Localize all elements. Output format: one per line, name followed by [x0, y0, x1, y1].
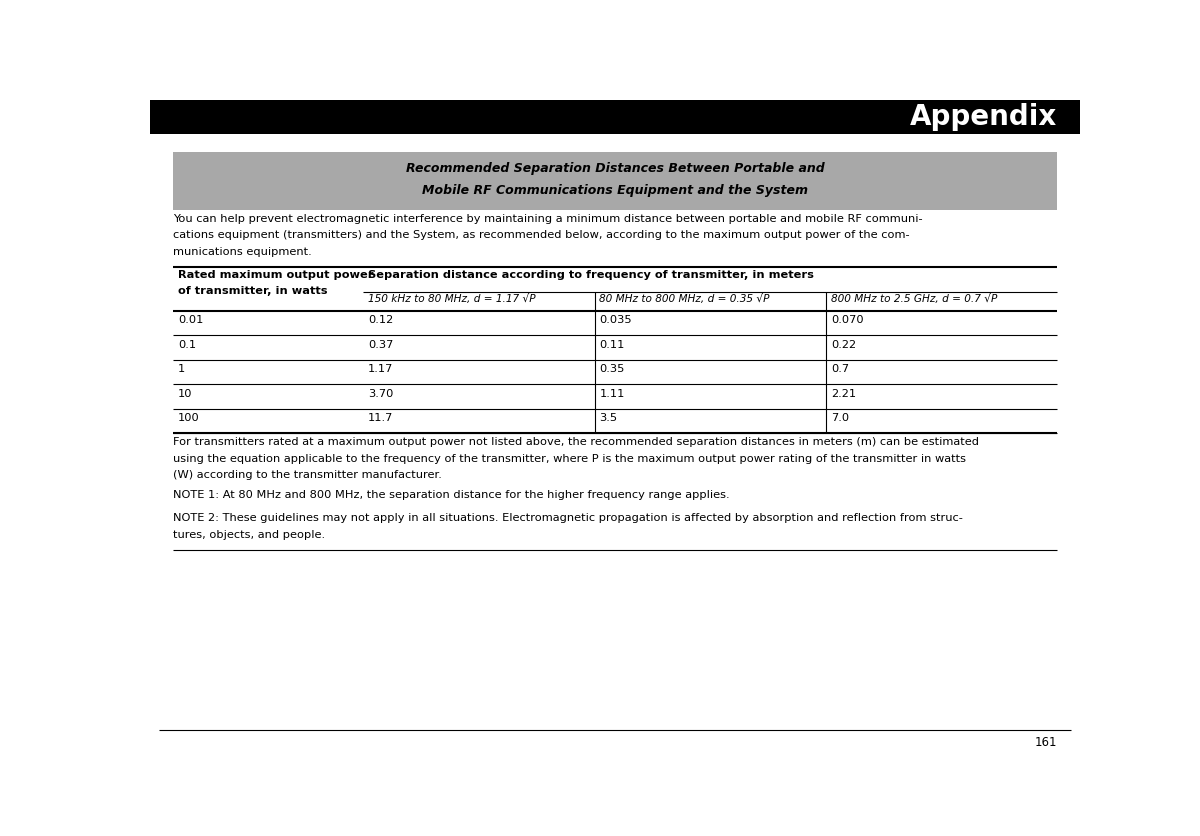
Text: 161: 161: [1034, 736, 1057, 749]
Text: You can help prevent electromagnetic interference by maintaining a minimum dista: You can help prevent electromagnetic int…: [173, 214, 923, 223]
Text: munications equipment.: munications equipment.: [173, 247, 312, 257]
Text: 0.12: 0.12: [368, 315, 394, 325]
Text: NOTE 1: At 80 MHz and 800 MHz, the separation distance for the higher frequency : NOTE 1: At 80 MHz and 800 MHz, the separ…: [173, 490, 730, 500]
Text: 0.7: 0.7: [830, 364, 848, 375]
Text: (W) according to the transmitter manufacturer.: (W) according to the transmitter manufac…: [173, 471, 442, 481]
Text: 0.1: 0.1: [178, 339, 196, 349]
Text: NOTE 2: These guidelines may not apply in all situations. Electromagnetic propag: NOTE 2: These guidelines may not apply i…: [173, 513, 964, 523]
Text: 11.7: 11.7: [368, 413, 394, 423]
Text: 100: 100: [178, 413, 199, 423]
Text: 0.070: 0.070: [830, 315, 864, 325]
Text: 1: 1: [178, 364, 185, 375]
Text: 0.035: 0.035: [599, 315, 632, 325]
Bar: [150, 100, 1080, 134]
Text: tures, objects, and people.: tures, objects, and people.: [173, 530, 325, 540]
Text: Separation distance according to frequency of transmitter, in meters: Separation distance according to frequen…: [368, 270, 814, 279]
Text: Mobile RF Communications Equipment and the System: Mobile RF Communications Equipment and t…: [422, 184, 808, 197]
Text: For transmitters rated at a maximum output power not listed above, the recommend: For transmitters rated at a maximum outp…: [173, 437, 979, 447]
Text: of transmitter, in watts: of transmitter, in watts: [178, 287, 328, 296]
Text: 80 MHz to 800 MHz, d = 0.35 √P: 80 MHz to 800 MHz, d = 0.35 √P: [599, 294, 770, 304]
Text: cations equipment (transmitters) and the System, as recommended below, according: cations equipment (transmitters) and the…: [173, 231, 910, 241]
Text: 0.37: 0.37: [368, 339, 394, 349]
Bar: [173, 152, 1057, 210]
Text: 0.22: 0.22: [830, 339, 856, 349]
Text: 0.11: 0.11: [599, 339, 625, 349]
Text: 0.01: 0.01: [178, 315, 203, 325]
Text: 3.5: 3.5: [599, 413, 618, 423]
Text: 2.21: 2.21: [830, 389, 856, 399]
Text: 10: 10: [178, 389, 192, 399]
Text: 800 MHz to 2.5 GHz, d = 0.7 √P: 800 MHz to 2.5 GHz, d = 0.7 √P: [830, 294, 997, 304]
Text: Appendix: Appendix: [910, 103, 1057, 131]
Text: 150 kHz to 80 MHz, d = 1.17 √P: 150 kHz to 80 MHz, d = 1.17 √P: [368, 294, 535, 304]
Text: 7.0: 7.0: [830, 413, 848, 423]
Text: 1.17: 1.17: [368, 364, 394, 375]
Text: Rated maximum output power: Rated maximum output power: [178, 270, 373, 279]
Text: 3.70: 3.70: [368, 389, 394, 399]
Text: Recommended Separation Distances Between Portable and: Recommended Separation Distances Between…: [406, 162, 824, 175]
Text: using the equation applicable to the frequency of the transmitter, where P is th: using the equation applicable to the fre…: [173, 454, 966, 464]
Text: 0.35: 0.35: [599, 364, 625, 375]
Text: 1.11: 1.11: [599, 389, 625, 399]
